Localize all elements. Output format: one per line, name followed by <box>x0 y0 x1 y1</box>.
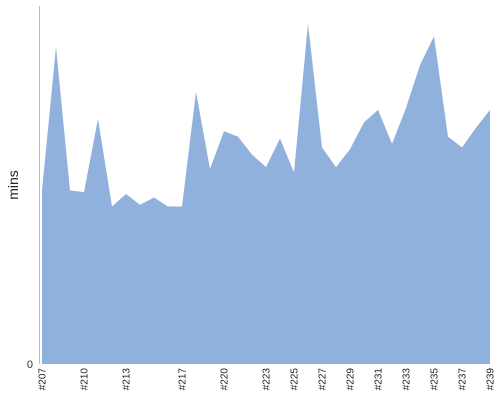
y-tick-label: 0 <box>27 359 33 371</box>
area-series <box>42 24 490 364</box>
area-layer <box>42 24 490 364</box>
x-tick-layer: #207 #210 #213 #217 #220 #223 #225 #227 #229 #231… <box>38 368 500 391</box>
y-tick-layer: 0 <box>27 359 33 371</box>
y-axis-label: mins <box>5 170 21 200</box>
x-tick-label: #229 <box>346 368 357 391</box>
x-tick-label: #210 <box>80 368 91 391</box>
x-tick-label: #225 <box>290 368 301 391</box>
x-tick-label: #213 <box>122 368 133 391</box>
x-tick-label: #207 <box>38 368 49 391</box>
x-tick-label: #223 <box>262 368 273 391</box>
x-tick-label: #227 <box>318 368 329 391</box>
x-tick-label: #231 <box>374 368 385 391</box>
x-tick-label: #237 <box>458 368 469 391</box>
x-tick-label: #233 <box>402 368 413 391</box>
x-tick-label: #220 <box>220 368 231 391</box>
x-tick-label: #235 <box>430 368 441 391</box>
x-tick-label: #217 <box>178 368 189 391</box>
x-tick-label: #239 <box>486 368 497 391</box>
